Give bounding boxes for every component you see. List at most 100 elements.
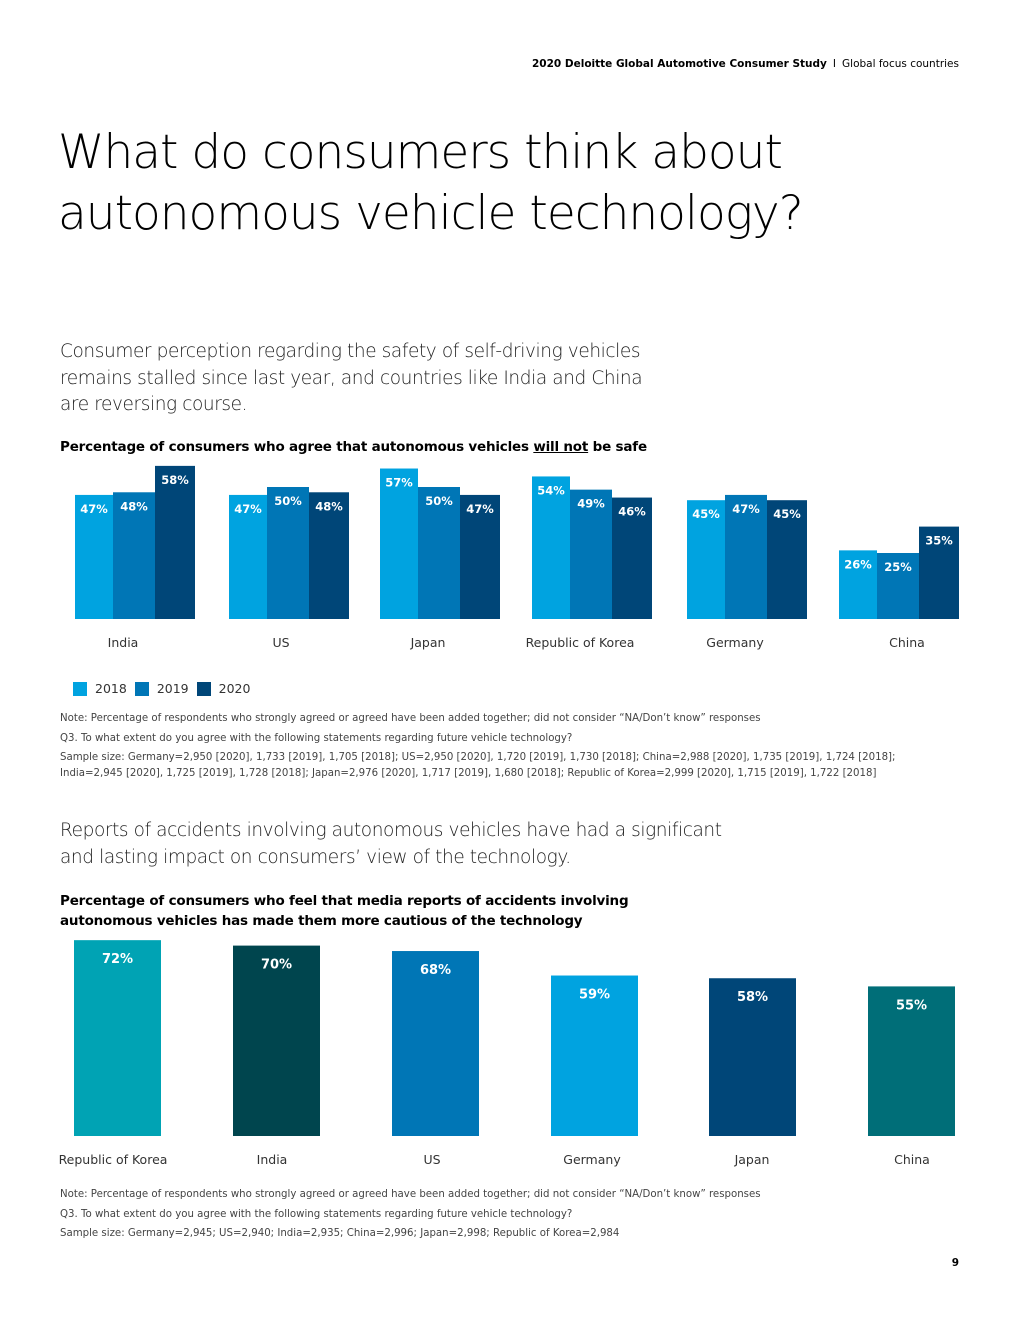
x-tick-label: China <box>889 635 925 650</box>
data-label: 47% <box>234 502 262 516</box>
report-title: 2020 Deloitte Global Automotive Consumer… <box>532 58 827 70</box>
data-label: 48% <box>315 499 343 513</box>
data-label: 68% <box>420 963 451 978</box>
bar-group-us: 47% 50% 48% US <box>229 487 349 650</box>
bar-india-2018 <box>75 494 113 619</box>
question-text: Q3. To what extent do you agree with the… <box>60 732 573 744</box>
running-header: 2020 Deloitte Global Automotive Consumer… <box>532 58 959 70</box>
bar-china-2018 <box>839 550 877 619</box>
bar-germany <box>551 975 638 1136</box>
data-label: 50% <box>274 494 302 508</box>
bar-india-2019 <box>113 492 155 619</box>
chart1-title: Percentage of consumers who agree that a… <box>60 437 647 457</box>
data-label: 58% <box>161 473 189 487</box>
bar-japan-2020 <box>460 494 500 619</box>
legend-swatch <box>196 681 211 696</box>
x-tick-label: Germany <box>563 1152 621 1167</box>
chart2-bar-chart: 72% Republic of Korea 70% India 68% US 59% Germ… <box>59 940 955 1167</box>
bar-group-us: 68% US <box>392 951 479 1167</box>
page-number: 9 <box>951 1257 959 1269</box>
bar-germany-2019 <box>725 494 767 619</box>
data-label: 26% <box>844 557 872 571</box>
data-label: 59% <box>579 988 610 1003</box>
bar-germany-2020 <box>767 500 807 619</box>
x-tick-label: US <box>272 635 289 650</box>
bar-germany-2018 <box>687 500 725 619</box>
question-text: Q3. To what extent do you agree with the… <box>60 1208 573 1220</box>
bar-group-germany: 59% Germany <box>551 975 638 1167</box>
chart1-title-emphasis: will not <box>533 439 589 455</box>
data-label: 47% <box>466 502 494 516</box>
section2-intro: Reports of accidents involving autonomou… <box>60 820 722 868</box>
bar-china <box>868 986 955 1136</box>
bar-us-2018 <box>229 494 267 619</box>
page-title: What do consumers think about autonomous… <box>58 125 804 241</box>
header-separator: I <box>832 58 837 70</box>
chart1-title-part: be safe <box>588 439 648 455</box>
x-tick-label: US <box>423 1152 440 1167</box>
bar-republic-of-korea <box>74 940 161 1136</box>
legend-label: 2018 <box>95 681 127 696</box>
chart1-title-part: Percentage of consumers who agree that a… <box>60 439 534 455</box>
data-label: 54% <box>537 483 565 497</box>
note-text: Note: Percentage of respondents who stro… <box>60 1189 761 1200</box>
bar-japan <box>709 978 796 1136</box>
section-name: Global focus countries <box>842 58 959 70</box>
data-label: 57% <box>385 476 413 490</box>
legend-item-2019: 2019 <box>134 681 189 696</box>
data-label: 46% <box>618 505 646 519</box>
chart1-legend: 2018 2019 2020 <box>73 681 258 696</box>
section1-intro: Consumer perception regarding the safety… <box>60 341 643 415</box>
bar-republic-of-korea-2020 <box>612 497 652 619</box>
bar-group-japan: 57% 50% 47% Japan <box>380 468 500 650</box>
bar-group-japan: 58% Japan <box>709 978 796 1167</box>
sample-size-text: Sample size: Germany=2,950 [2020], 1,733… <box>60 752 896 779</box>
legend-item-2018: 2018 <box>73 681 127 696</box>
data-label: 35% <box>925 534 953 548</box>
data-label: 47% <box>80 502 108 516</box>
bar-group-india: 70% India <box>233 945 320 1167</box>
bar-china-2020 <box>919 526 959 619</box>
chart1-notes: Note: Percentage of respondents who stro… <box>60 709 960 782</box>
bar-us-2019 <box>267 487 309 619</box>
bar-india-2020 <box>155 465 195 619</box>
chart2-title: Percentage of consumers who feel that me… <box>60 893 629 929</box>
x-tick-label: Japan <box>410 635 446 650</box>
bar-group-china: 26% 25% 35% China <box>839 526 959 650</box>
data-label: 45% <box>692 507 720 521</box>
bar-republic-of-korea-2019 <box>570 489 612 619</box>
bar-group-republic-of-korea: 54% 49% 46% Republic of Korea <box>526 476 652 650</box>
data-label: 49% <box>577 497 605 511</box>
data-label: 25% <box>884 560 912 574</box>
x-tick-label: Republic of Korea <box>59 1152 168 1167</box>
bar-group-india: 47% 48% 58% India <box>75 465 195 650</box>
legend-swatch <box>73 681 87 696</box>
sample-size-text: Sample size: Germany=2,945; US=2,940; In… <box>60 1228 620 1239</box>
x-tick-label: India <box>108 635 139 650</box>
data-label: 70% <box>261 958 292 973</box>
data-label: 48% <box>120 499 148 513</box>
legend-label: 2020 <box>218 681 251 696</box>
data-label: 50% <box>425 494 453 508</box>
bar-us <box>392 951 479 1136</box>
data-label: 58% <box>737 990 768 1005</box>
bar-group-china: 55% China <box>868 986 955 1167</box>
chart2-notes: Note: Percentage of respondents who stro… <box>60 1185 960 1244</box>
legend-label: 2019 <box>156 681 189 696</box>
note-text: Note: Percentage of respondents who stro… <box>60 713 761 724</box>
bar-us-2020 <box>309 492 349 619</box>
bar-group-republic-of-korea: 72% Republic of Korea <box>59 940 168 1167</box>
data-label: 72% <box>102 952 133 967</box>
data-label: 55% <box>896 998 927 1013</box>
bar-china-2019 <box>877 553 919 619</box>
bar-india <box>233 945 320 1136</box>
x-tick-label: India <box>257 1152 288 1167</box>
legend-swatch <box>134 681 149 696</box>
bar-republic-of-korea-2018 <box>532 476 570 619</box>
x-tick-label: Germany <box>706 635 764 650</box>
x-tick-label: Japan <box>734 1152 770 1167</box>
bar-group-germany: 45% 47% 45% Germany <box>687 494 807 650</box>
bar-japan-2018 <box>380 468 418 619</box>
x-tick-label: China <box>894 1152 930 1167</box>
